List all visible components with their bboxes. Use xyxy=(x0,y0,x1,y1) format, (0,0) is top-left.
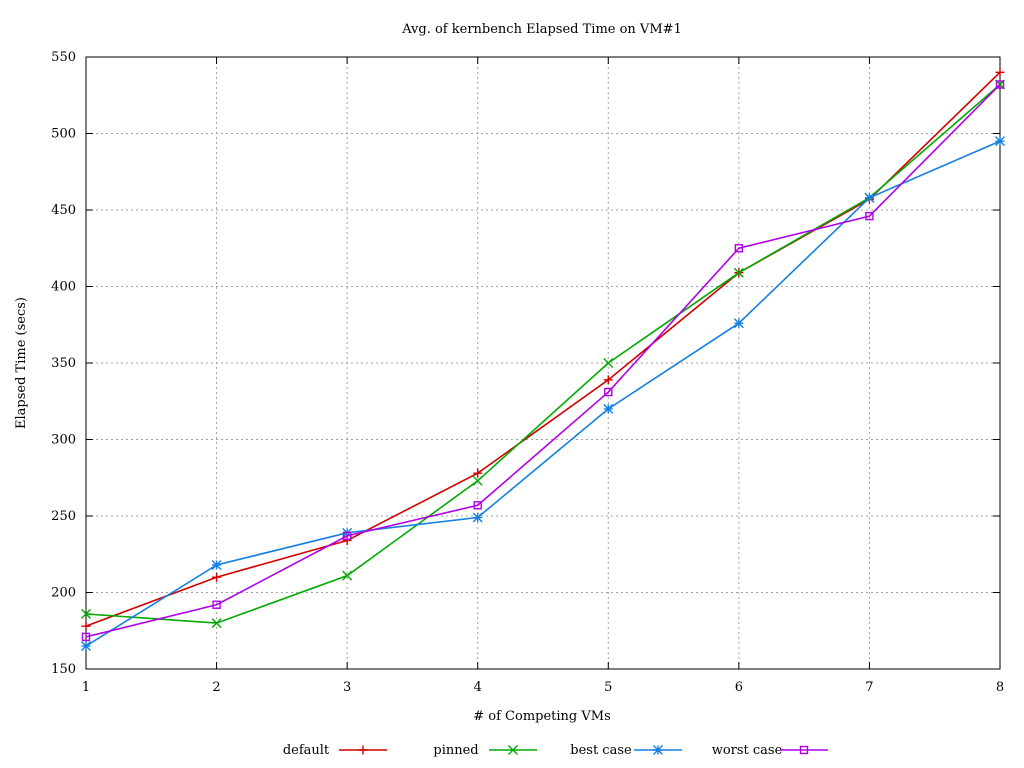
y-tick-label: 200 xyxy=(51,586,76,601)
data-point-best-case xyxy=(995,136,1005,147)
legend-item-default: default xyxy=(283,743,387,758)
data-point-worst-case xyxy=(342,531,352,541)
axis-ticks xyxy=(85,56,1001,670)
legend-marker xyxy=(358,745,368,755)
data-point-default xyxy=(81,621,91,631)
legend-marker xyxy=(799,745,809,755)
data-point-worst-case xyxy=(473,501,482,510)
x-tick-label: 5 xyxy=(604,680,612,695)
y-tick-label: 250 xyxy=(51,509,76,524)
legend: default pinned best case worst case xyxy=(283,743,828,758)
x-tick-label: 8 xyxy=(996,680,1004,695)
data-point-best-case xyxy=(864,192,875,203)
x-tick-label: 3 xyxy=(343,680,351,695)
data-point-pinned xyxy=(472,475,483,486)
data-point-worst-case xyxy=(212,600,221,609)
data-point-best-case xyxy=(603,403,614,414)
series-line-best-case xyxy=(85,140,1001,647)
y-tick-label: 300 xyxy=(51,433,76,448)
legend-marker xyxy=(508,745,518,755)
data-point-default xyxy=(342,535,352,545)
legend-marker xyxy=(653,745,663,755)
y-tick-label: 150 xyxy=(51,662,76,677)
y-tick-label: 350 xyxy=(51,356,76,371)
legend-item-worst-case: worst case xyxy=(712,743,828,758)
data-point-best-case xyxy=(472,512,483,523)
x-tick-label: 6 xyxy=(735,680,743,695)
series-lines xyxy=(81,67,1005,652)
y-tick-label: 500 xyxy=(51,127,76,142)
data-point-pinned xyxy=(211,618,222,629)
x-axis-tick-labels: 1 2 3 4 5 6 7 8 xyxy=(82,680,1004,695)
legend-label: worst case xyxy=(712,743,783,758)
data-point-default xyxy=(473,468,483,478)
x-tick-label: 1 xyxy=(82,680,90,695)
data-point-default xyxy=(603,375,613,385)
legend-label: pinned xyxy=(433,743,478,758)
x-tick-label: 2 xyxy=(212,680,220,695)
series-worst-case xyxy=(81,80,1005,642)
y-axis-label: Elapsed Time (secs) xyxy=(14,297,29,429)
data-point-default xyxy=(995,67,1005,77)
series-best-case xyxy=(81,136,1005,652)
data-point-pinned xyxy=(342,570,353,581)
data-point-pinned xyxy=(733,267,744,278)
data-point-worst-case xyxy=(865,211,874,221)
series-line-worst-case xyxy=(85,83,1001,638)
x-tick-label: 4 xyxy=(474,680,482,695)
legend-label: default xyxy=(283,743,330,758)
y-tick-label: 450 xyxy=(51,203,76,218)
data-point-pinned xyxy=(603,358,614,368)
data-point-pinned xyxy=(81,608,91,619)
legend-item-pinned: pinned xyxy=(433,743,537,758)
chart-title: Avg. of kernbench Elapsed Time on VM#1 xyxy=(401,22,682,37)
legend-label: best case xyxy=(570,743,632,758)
data-point-best-case xyxy=(81,641,91,652)
series-line-pinned xyxy=(85,83,1001,624)
y-axis-tick-labels: 150 200 250 300 350 400 450 500 550 xyxy=(51,50,76,677)
legend-item-best-case: best case xyxy=(570,743,682,758)
data-point-best-case xyxy=(733,318,744,329)
x-tick-label: 7 xyxy=(865,680,873,695)
y-tick-label: 400 xyxy=(51,280,76,295)
y-tick-label: 550 xyxy=(51,50,76,65)
data-point-worst-case xyxy=(81,632,91,642)
data-point-default xyxy=(212,572,222,582)
data-point-worst-case xyxy=(995,80,1005,89)
x-axis-label: # of Competing VMs xyxy=(473,709,611,724)
data-point-worst-case xyxy=(604,387,613,397)
data-point-best-case xyxy=(211,559,222,570)
data-point-worst-case xyxy=(734,244,744,253)
series-line-default xyxy=(85,71,1001,627)
